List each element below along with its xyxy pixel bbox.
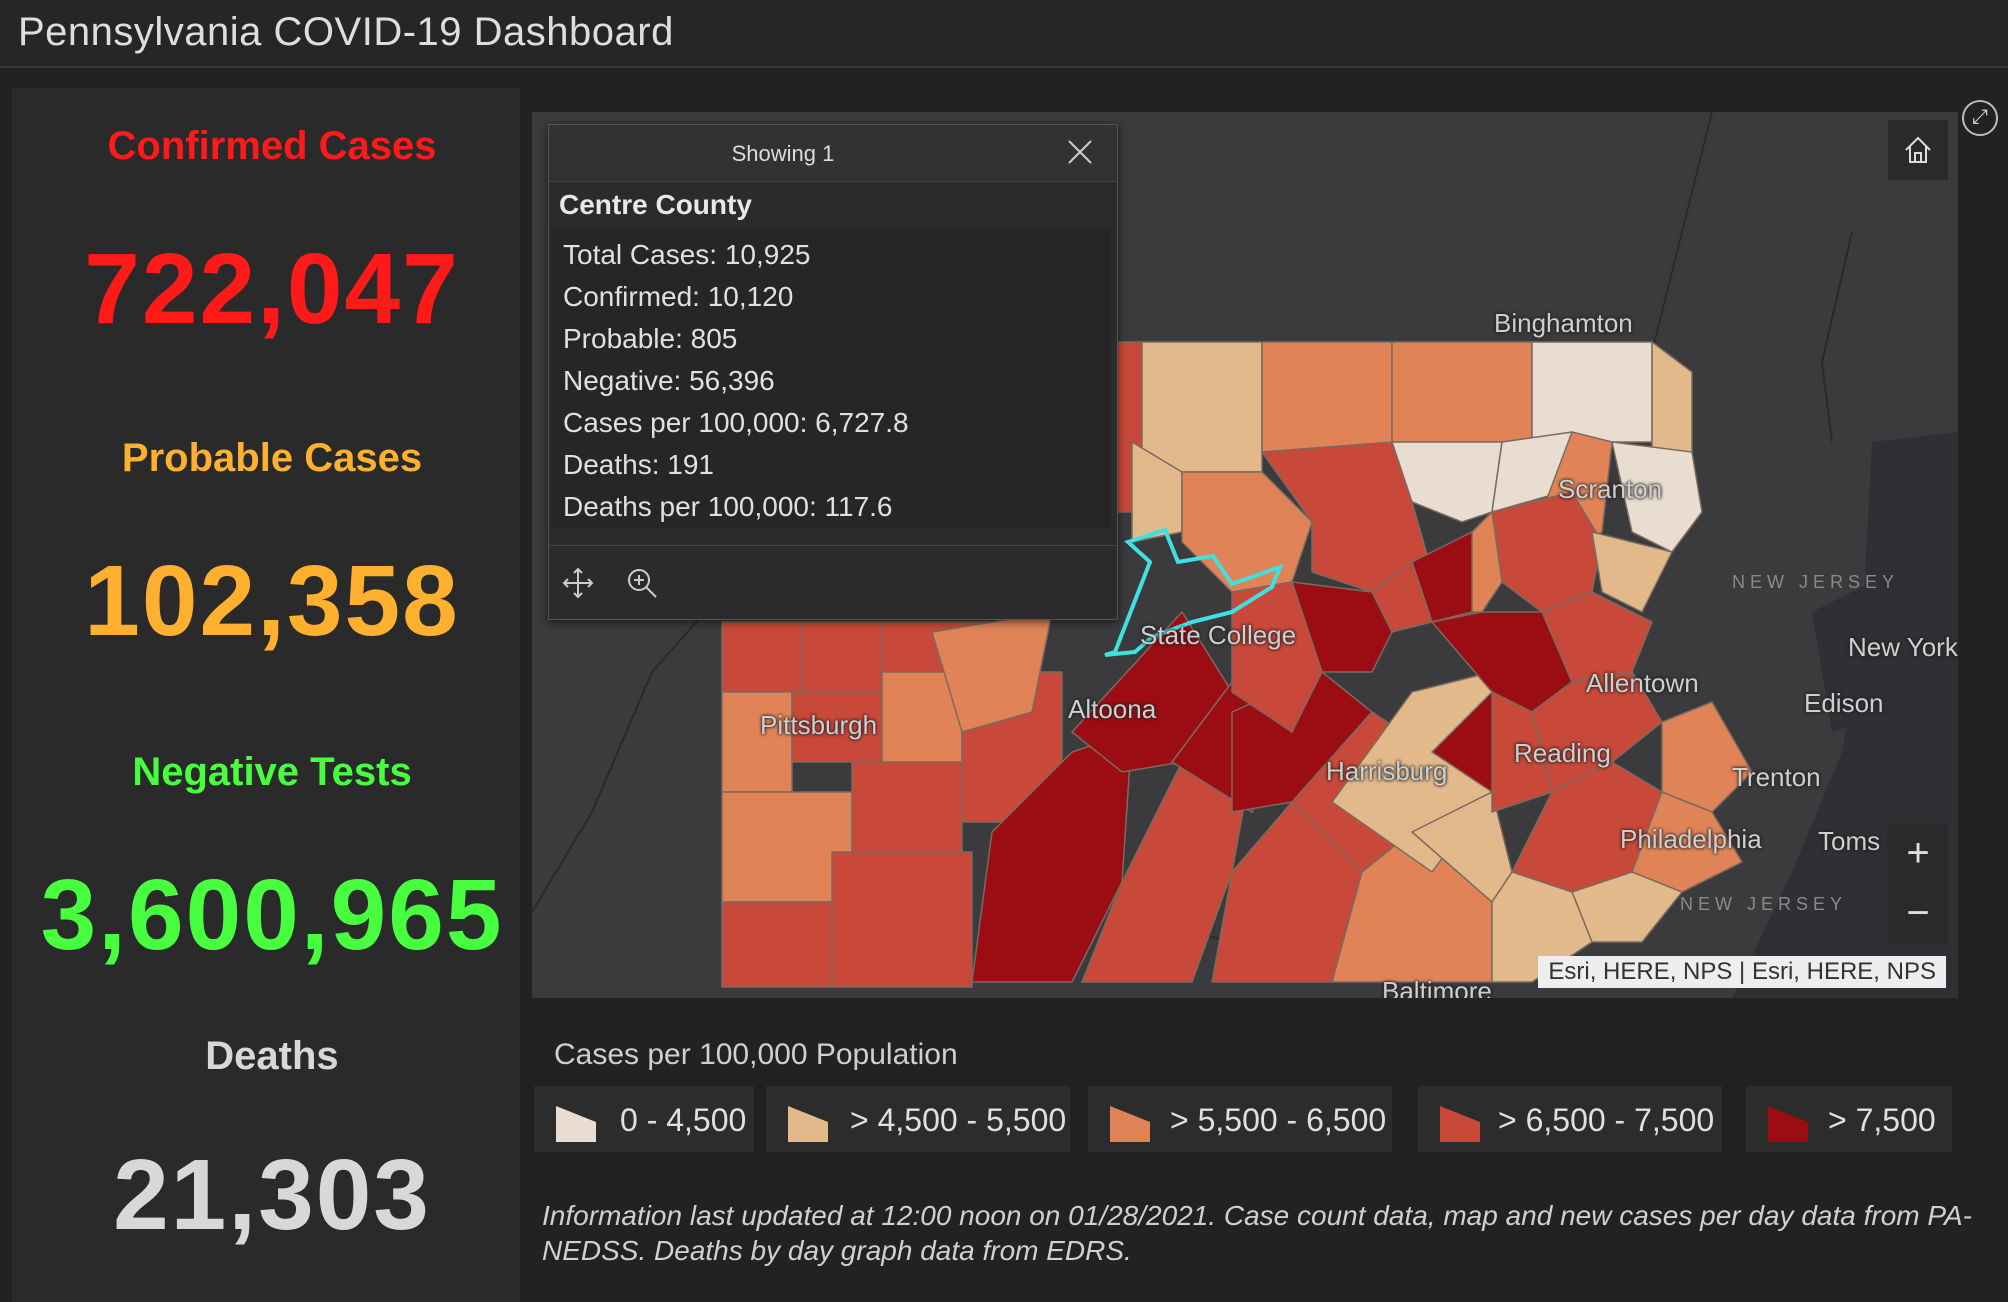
confirmed-cases-value: 722,047 <box>84 233 460 345</box>
county-map[interactable]: Binghamton Scranton State College Altoon… <box>532 112 1958 998</box>
city-label: State College <box>1140 620 1297 650</box>
legend-swatch <box>1110 1106 1150 1142</box>
city-label: Scranton <box>1558 474 1663 504</box>
legend-item: 0 - 4,500 <box>534 1086 754 1152</box>
legend-swatch <box>788 1106 828 1142</box>
probable-cases-value: 102,358 <box>84 545 460 657</box>
centre-county-outline <box>1104 527 1284 657</box>
legend-title: Cases per 100,000 Population <box>554 1038 958 1071</box>
legend-label: 0 - 4,500 <box>620 1102 747 1138</box>
city-label: Altoona <box>1068 694 1157 724</box>
popup-field: Deaths per 100,000: 117.6 <box>563 491 893 522</box>
legend-swatch <box>1440 1106 1480 1142</box>
legend-label: > 4,500 - 5,500 <box>850 1102 1067 1138</box>
city-label: Harrisburg <box>1326 756 1448 786</box>
city-label: Binghamton <box>1494 308 1633 338</box>
city-label: Baltimore <box>1382 976 1492 998</box>
city-label: New York <box>1848 632 1958 662</box>
popup-county-name: Centre County <box>559 189 752 220</box>
legend-item: > 4,500 - 5,500 <box>766 1086 1070 1152</box>
legend-label: > 6,500 - 7,500 <box>1498 1102 1715 1138</box>
popup-field: Cases per 100,000: 6,727.8 <box>563 407 909 438</box>
dashboard-header: Pennsylvania COVID-19 Dashboard <box>0 0 2008 68</box>
stats-panel: Confirmed Cases 722,047 Probable Cases 1… <box>12 88 520 1302</box>
legend-item: > 7,500 <box>1746 1086 1952 1152</box>
pan-icon[interactable] <box>561 566 595 600</box>
map-attribution: Esri, HERE, NPS | Esri, HERE, NPS <box>1538 956 1946 988</box>
popup-fields: Total Cases: 10,925 Confirmed: 10,120 Pr… <box>551 229 1111 529</box>
zoom-control: + − <box>1888 824 1948 944</box>
deaths-value: 21,303 <box>113 1139 431 1251</box>
city-label: Allentown <box>1586 668 1699 698</box>
city-label: Edison <box>1804 688 1884 718</box>
dashboard-title: Pennsylvania COVID-19 Dashboard <box>18 10 674 54</box>
home-button[interactable] <box>1888 120 1948 180</box>
city-label: Philadelphia <box>1620 824 1762 854</box>
zoom-out-button[interactable]: − <box>1906 891 1930 935</box>
popup-count: Showing 1 <box>731 141 835 166</box>
home-icon <box>1905 136 1931 163</box>
legend-label: > 5,500 - 6,500 <box>1170 1102 1387 1138</box>
legend-swatch <box>556 1106 596 1142</box>
popup-field: Confirmed: 10,120 <box>563 281 794 312</box>
popup-field: Deaths: 191 <box>563 449 714 480</box>
popup-actions <box>549 545 1117 620</box>
county-popup: Showing 1 Centre County Total Cases: 10,… <box>548 124 1118 620</box>
legend-label: > 7,500 <box>1828 1102 1936 1138</box>
popup-field: Total Cases: 10,925 <box>563 239 811 270</box>
city-label: Trenton <box>1732 762 1821 792</box>
zoom-to-icon[interactable] <box>625 566 659 600</box>
update-footnote: Information last updated at 12:00 noon o… <box>542 1200 1972 1266</box>
legend-item: > 5,500 - 6,500 <box>1088 1086 1392 1152</box>
confirmed-cases-label: Confirmed Cases <box>107 124 437 168</box>
zoom-in-button[interactable]: + <box>1906 831 1930 875</box>
negative-tests-label: Negative Tests <box>132 750 412 794</box>
state-label: NEW JERSEY <box>1680 894 1848 914</box>
state-label: NEW JERSEY <box>1732 572 1900 592</box>
legend-swatch <box>1768 1106 1808 1142</box>
probable-cases-label: Probable Cases <box>121 436 423 480</box>
popup-field: Negative: 56,396 <box>563 365 775 396</box>
negative-tests-value: 3,600,965 <box>40 859 504 971</box>
popup-header: Showing 1 <box>549 125 1117 182</box>
expand-icon[interactable]: ⤢ <box>1962 100 1998 136</box>
city-label: Pittsburgh <box>760 710 878 740</box>
deaths-label: Deaths <box>205 1034 339 1078</box>
legend-item: > 6,500 - 7,500 <box>1418 1086 1722 1152</box>
close-icon[interactable] <box>1065 137 1095 167</box>
city-label: Reading <box>1514 738 1611 768</box>
popup-field: Probable: 805 <box>563 323 738 354</box>
